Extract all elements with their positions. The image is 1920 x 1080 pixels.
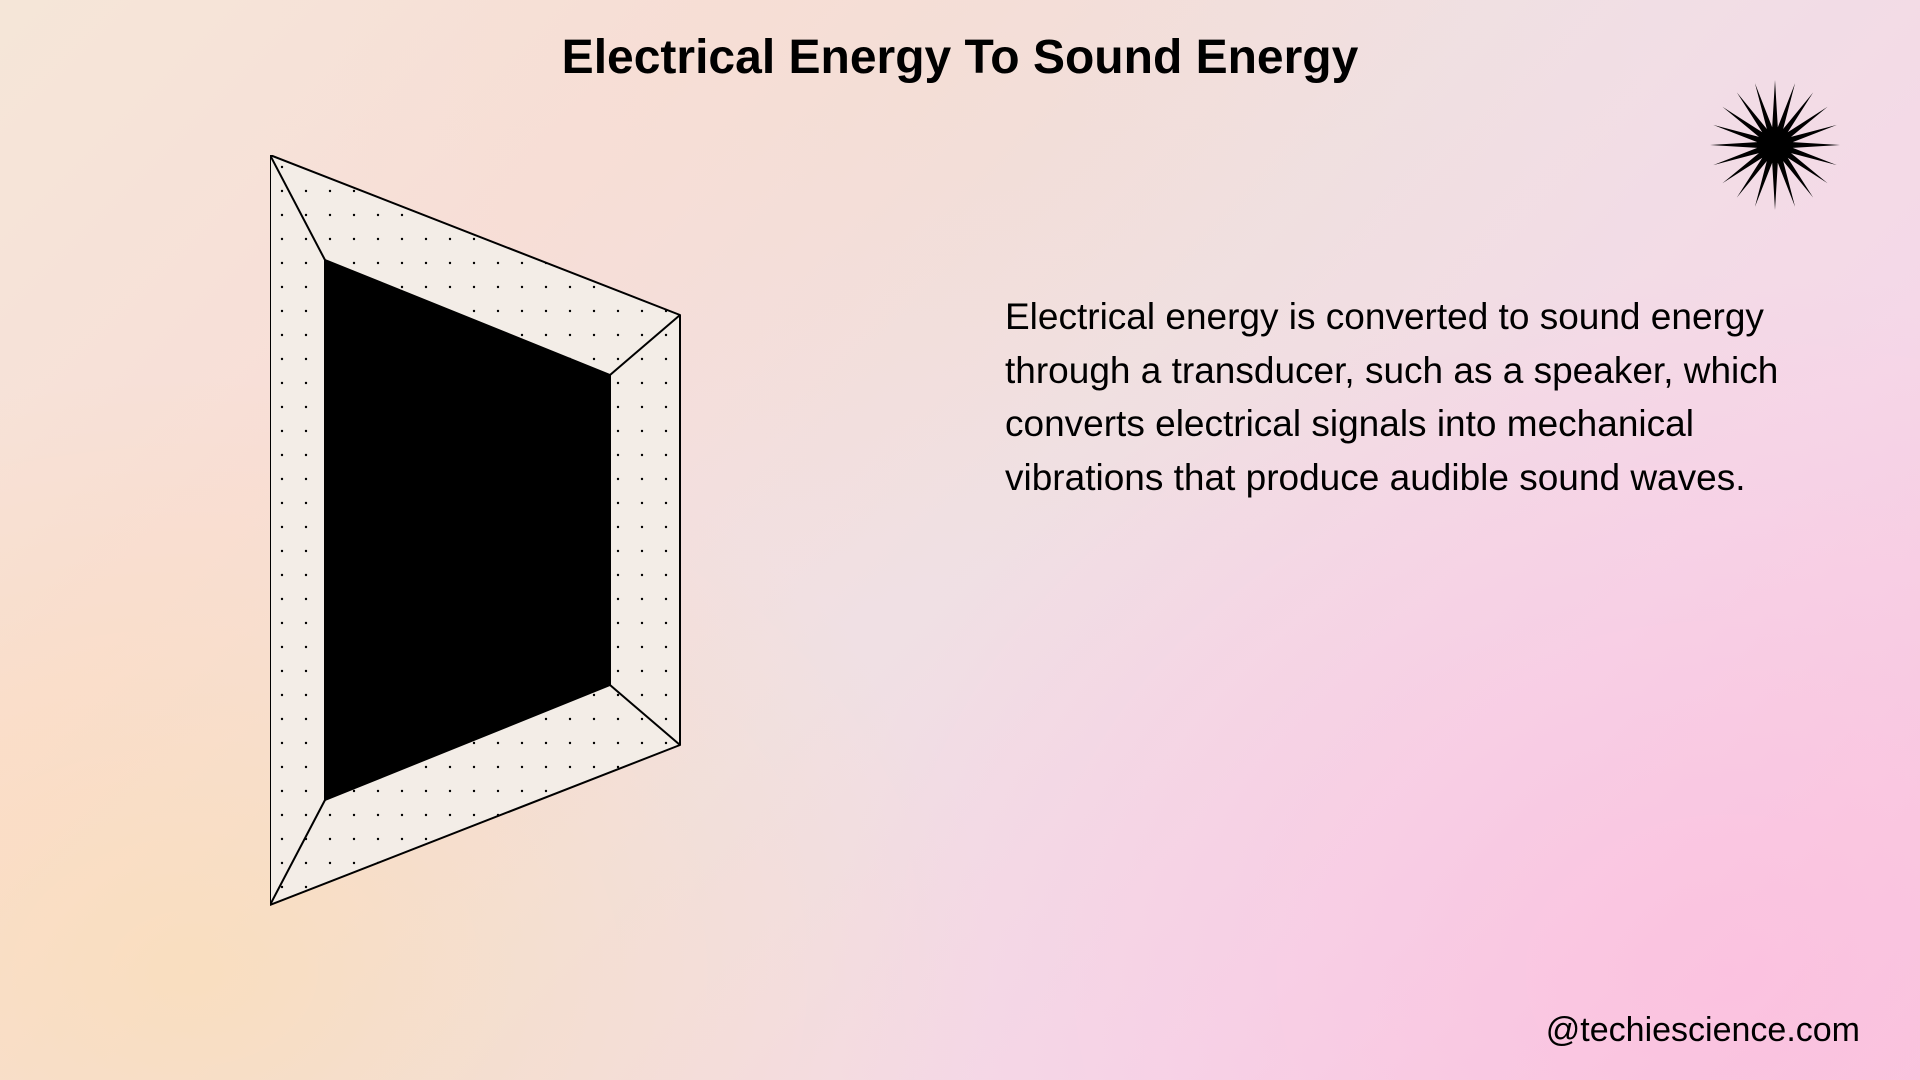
speaker-illustration (270, 155, 710, 915)
body-text: Electrical energy is converted to sound … (1005, 290, 1795, 505)
starburst-icon (1705, 75, 1845, 215)
watermark: @techiescience.com (1546, 1011, 1860, 1050)
page-title: Electrical Energy To Sound Energy (562, 30, 1359, 85)
